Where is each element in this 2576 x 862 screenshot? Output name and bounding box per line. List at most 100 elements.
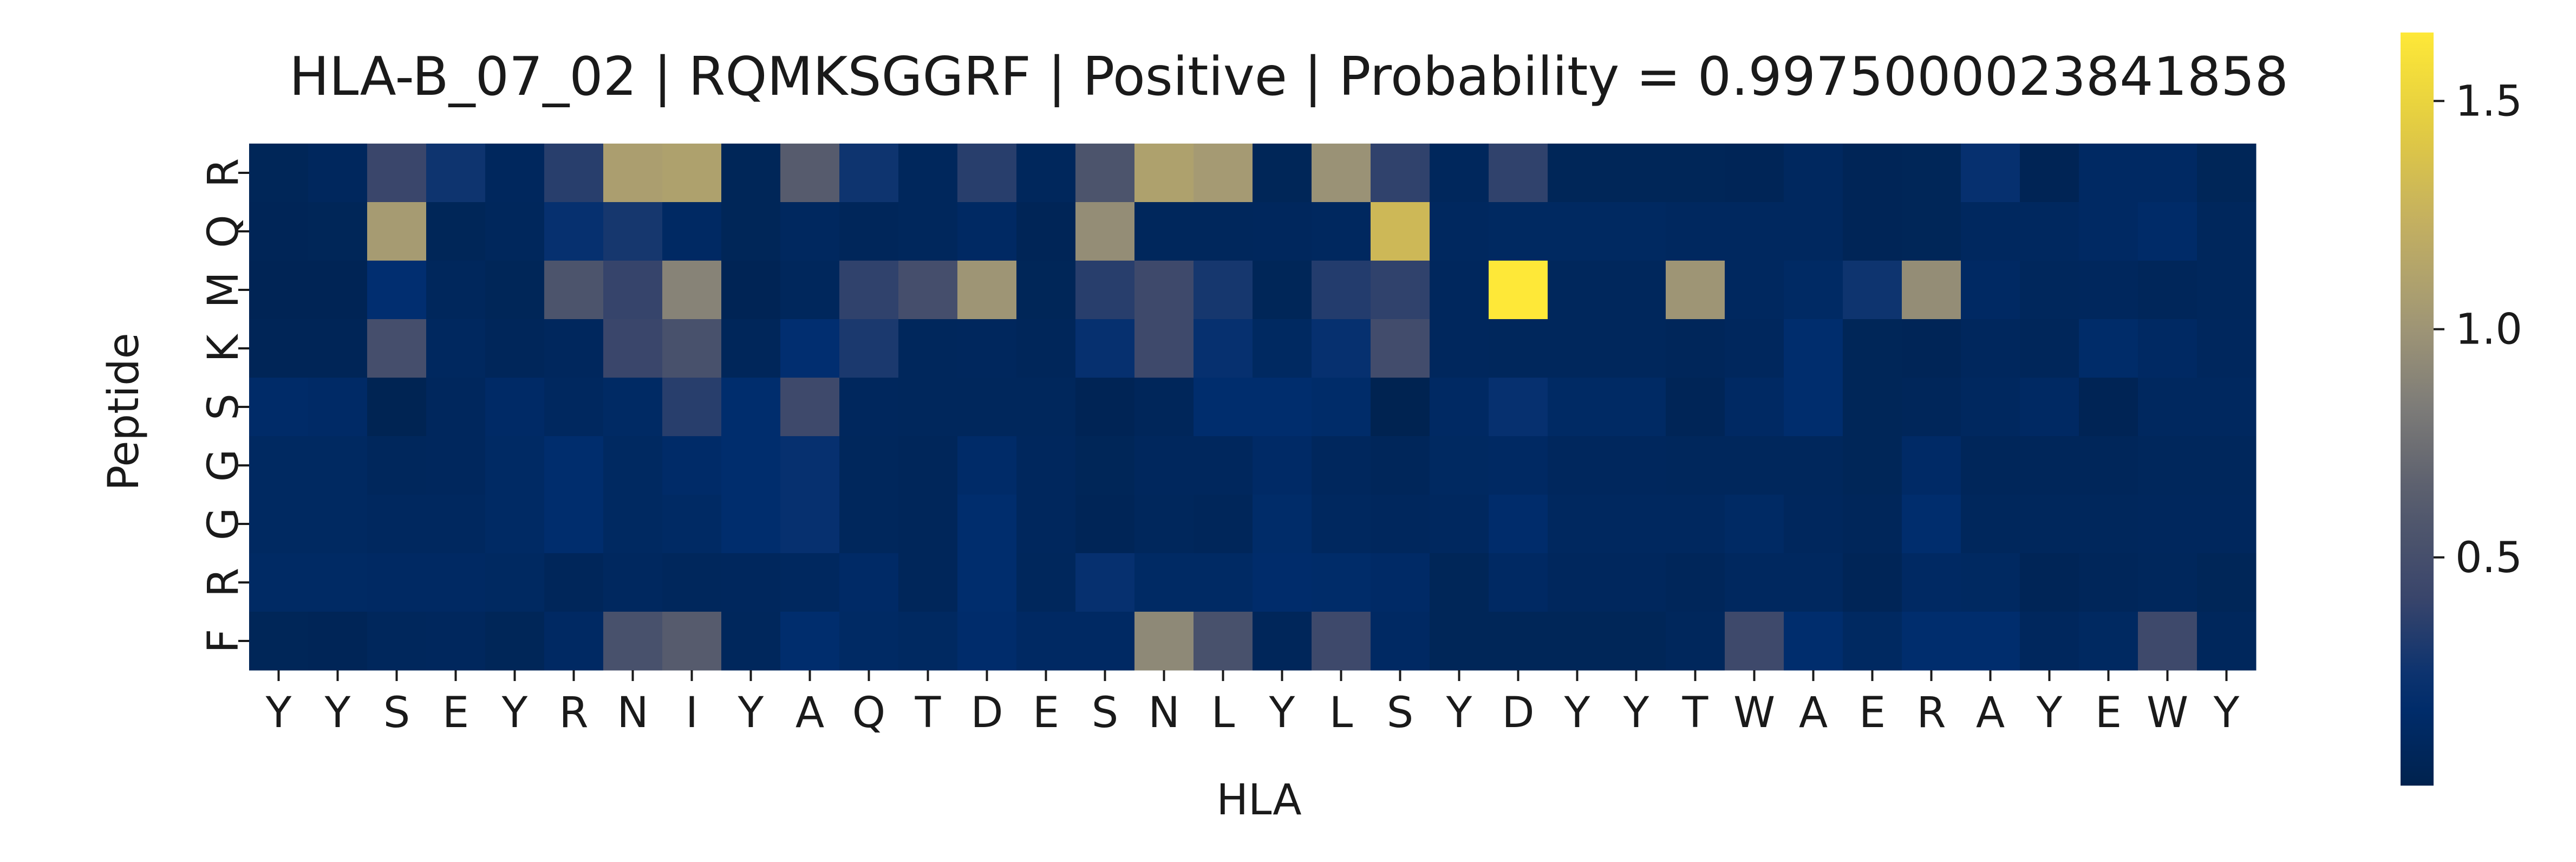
heatmap-cell [1430,495,1489,554]
heatmap-cell [1548,261,1607,320]
heatmap-cell [839,495,899,554]
heatmap-cell [1194,436,1253,495]
heatmap-cell [2138,553,2197,612]
y-tick-label: R [199,568,248,597]
heatmap-cell [2020,378,2079,437]
heatmap-cell [1489,612,1548,671]
heatmap-cell [721,612,781,671]
heatmap-cell [1489,553,1548,612]
colorbar-ticks: 0.5 1.0 1.5 [2434,77,2522,582]
heatmap-cell [898,144,958,203]
heatmap-cell [1430,319,1489,378]
y-tick-label: S [199,393,248,420]
heatmap-cell [1312,436,1371,495]
heatmap-cell [1312,144,1371,203]
heatmap-cell [1075,144,1135,203]
heatmap-cell [1961,378,2020,437]
heatmap-cell [1371,202,1430,261]
heatmap-cell [957,261,1017,320]
heatmap-cell [1784,319,1843,378]
heatmap-cell [898,202,958,261]
x-tick-label: E [442,689,469,737]
heatmap-cell [721,261,781,320]
x-tick-label: I [686,689,698,737]
heatmap-cell [2138,378,2197,437]
heatmap-cell [308,553,368,612]
x-tick-label: Y [738,689,764,737]
heatmap-cell [1548,202,1607,261]
heatmap-cell [1666,202,1725,261]
heatmap-cell [2079,553,2138,612]
heatmap-cell [2197,553,2257,612]
heatmap-cell [898,378,958,437]
heatmap-cell [603,553,663,612]
heatmap-cell [1843,202,1902,261]
heatmap-cell [1312,319,1371,378]
heatmap-cell [1016,202,1076,261]
heatmap-cell [1016,378,1076,437]
heatmap-cell [249,612,309,671]
heatmap-cell [485,495,545,554]
heatmap-cell [1784,261,1843,320]
heatmap-cell [1253,553,1312,612]
x-tick-label: Y [501,689,528,737]
heatmap-cell [1016,261,1076,320]
heatmap-cell [1843,436,1902,495]
heatmap-cell [2138,319,2197,378]
heatmap-cell [1725,144,1784,203]
heatmap-cell [2079,495,2138,554]
heatmap-cell [544,261,604,320]
heatmap-cell [308,378,368,437]
heatmap-cell [1548,436,1607,495]
heatmap-cell [780,319,840,378]
heatmap-cell [1430,202,1489,261]
heatmap-cell [2138,144,2197,203]
heatmap-cell [485,612,545,671]
heatmap-cell [1725,378,1784,437]
heatmap-cell [839,261,899,320]
heatmap-cell [1312,553,1371,612]
heatmap-cell [1253,319,1312,378]
heatmap-cell [1075,378,1135,437]
heatmap-cell [367,553,427,612]
heatmap-cell [2138,202,2197,261]
heatmap-cell [957,553,1017,612]
heatmap-cell [1489,319,1548,378]
x-tick-label: N [1148,689,1179,737]
heatmap-cell [721,319,781,378]
heatmap-cell [1607,319,1666,378]
heatmap-cell [2197,319,2257,378]
heatmap-cell [367,144,427,203]
heatmap-cell [1075,495,1135,554]
heatmap-cell [1902,612,1961,671]
heatmap-cell [1961,612,2020,671]
heatmap-cell [1016,319,1076,378]
heatmap-cell [544,612,604,671]
heatmap-cell [1607,202,1666,261]
x-tick-label: R [1916,689,1946,737]
heatmap-cell [2079,261,2138,320]
heatmap-cell [426,553,486,612]
heatmap-cell [1253,144,1312,203]
heatmap-cell [1961,319,2020,378]
heatmap-cell [780,202,840,261]
heatmap-cell [308,436,368,495]
heatmap-cell [1902,319,1961,378]
heatmap-cell [544,144,604,203]
heatmap-cell [485,144,545,203]
heatmap-cell [1134,436,1194,495]
heatmap-cell [721,495,781,554]
heatmap-cell [721,202,781,261]
heatmap-cell [1075,261,1135,320]
heatmap-cell [780,612,840,671]
heatmap-cell [485,436,545,495]
heatmap-cell [603,436,663,495]
y-tick-label: R [199,158,248,187]
heatmap-cell [485,202,545,261]
heatmap-cell [1312,612,1371,671]
heatmap-cell [1725,495,1784,554]
heatmap-cell [1312,202,1371,261]
heatmap-cell [1961,436,2020,495]
chart-title: HLA-B_07_02 | RQMKSGGRF | Positive | Pro… [289,46,2288,108]
